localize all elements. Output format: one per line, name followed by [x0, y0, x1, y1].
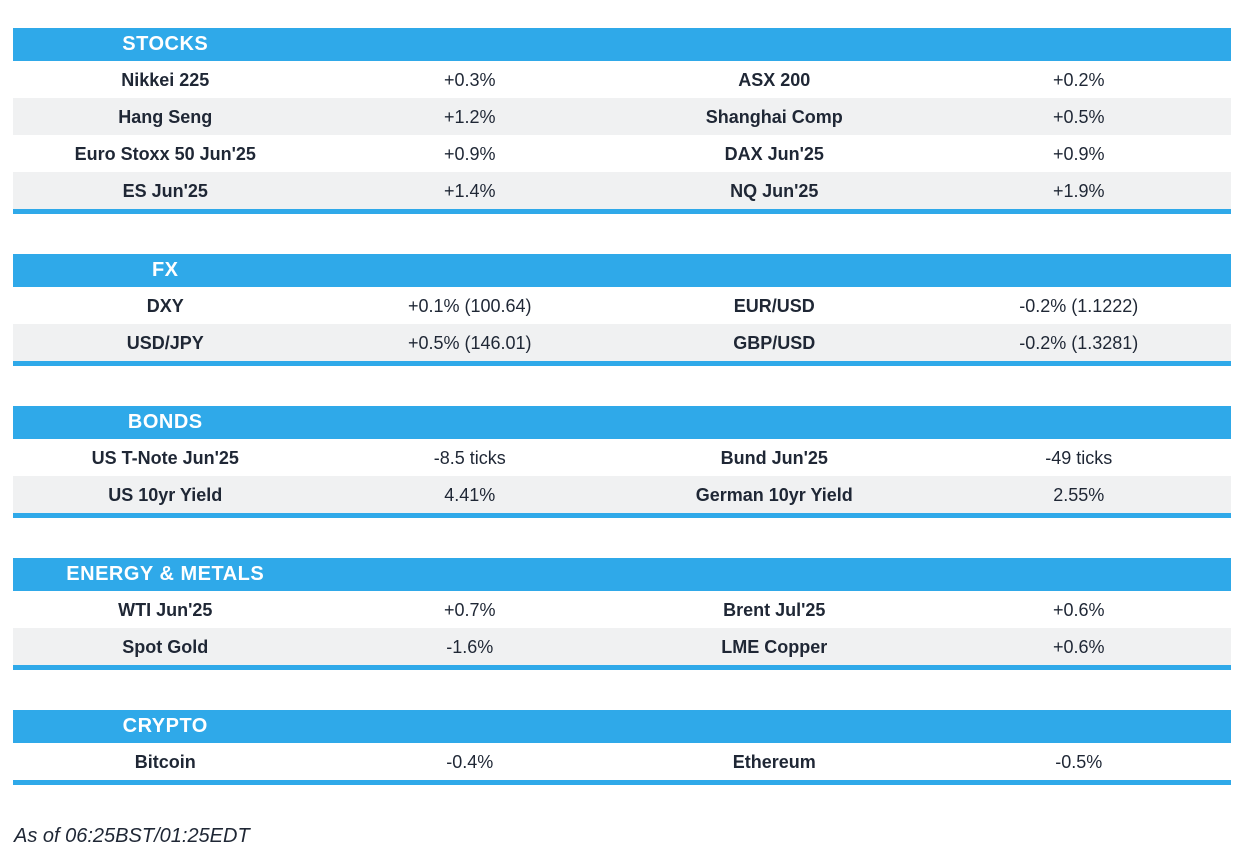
instrument-label: German 10yr Yield — [695, 484, 853, 505]
section-header-energy-metals: ENERGY & METALS — [13, 558, 1231, 591]
instrument-value: -0.4% — [446, 751, 494, 772]
section-energy-metals: ENERGY & METALS WTI Jun'25 +0.7% Brent J… — [13, 558, 1231, 670]
section-title: STOCKS — [122, 33, 209, 55]
instrument-label: ASX 200 — [738, 69, 811, 90]
table-row: DXY +0.1% (100.64) EUR/USD -0.2% (1.1222… — [13, 287, 1231, 324]
instrument-label: US T-Note Jun'25 — [91, 447, 239, 468]
instrument-label: USD/JPY — [126, 332, 204, 353]
section-title: FX — [151, 259, 179, 281]
table-row: US 10yr Yield 4.41% German 10yr Yield 2.… — [13, 476, 1231, 513]
instrument-label: Nikkei 225 — [121, 69, 210, 90]
table-row: US T-Note Jun'25 -8.5 ticks Bund Jun'25 … — [13, 439, 1231, 476]
table-row: Bitcoin -0.4% Ethereum -0.5% — [13, 743, 1231, 780]
instrument-label: LME Copper — [721, 636, 828, 657]
table-row: Hang Seng +1.2% Shanghai Comp +0.5% — [13, 98, 1231, 135]
instrument-value: +0.9% — [1052, 143, 1105, 164]
table-row: Nikkei 225 +0.3% ASX 200 +0.2% — [13, 61, 1231, 98]
instrument-label: DAX Jun'25 — [724, 143, 824, 164]
instrument-label: Bund Jun'25 — [720, 447, 828, 468]
instrument-value: -0.5% — [1055, 751, 1103, 772]
instrument-label: Hang Seng — [118, 106, 213, 127]
instrument-value: +0.5% — [1052, 106, 1105, 127]
section-crypto: CRYPTO Bitcoin -0.4% Ethereum -0.5% — [13, 710, 1231, 785]
instrument-value: +0.6% — [1052, 599, 1105, 620]
instrument-label: Bitcoin — [134, 751, 196, 772]
instrument-value: +1.4% — [443, 180, 496, 201]
instrument-label: Ethereum — [732, 751, 816, 772]
section-fx: FX DXY +0.1% (100.64) EUR/USD -0.2% (1.1… — [13, 254, 1231, 366]
instrument-value: +0.7% — [443, 599, 496, 620]
section-title: ENERGY & METALS — [66, 563, 265, 585]
instrument-value: +0.6% — [1052, 636, 1105, 657]
section-stocks: STOCKS Nikkei 225 +0.3% ASX 200 +0.2% Ha… — [13, 28, 1231, 214]
instrument-label: EUR/USD — [733, 295, 815, 316]
instrument-value: -0.2% (1.1222) — [1019, 295, 1139, 316]
section-header-fx: FX — [13, 254, 1231, 287]
instrument-value: 2.55% — [1053, 484, 1105, 505]
section-header-crypto: CRYPTO — [13, 710, 1231, 743]
instrument-value: -8.5 ticks — [433, 447, 506, 468]
instrument-label: GBP/USD — [733, 332, 816, 353]
section-header-stocks: STOCKS — [13, 28, 1231, 61]
instrument-label: Euro Stoxx 50 Jun'25 — [74, 143, 256, 164]
as-of-timestamp: As of 06:25BST/01:25EDT — [14, 825, 250, 847]
instrument-value: -0.2% (1.3281) — [1019, 332, 1139, 353]
instrument-label: Shanghai Comp — [705, 106, 843, 127]
instrument-value: +0.9% — [443, 143, 496, 164]
instrument-label: NQ Jun'25 — [730, 180, 819, 201]
instrument-value: +0.3% — [443, 69, 496, 90]
instrument-value: -1.6% — [446, 636, 494, 657]
instrument-value: +1.9% — [1052, 180, 1105, 201]
instrument-value: -49 ticks — [1045, 447, 1113, 468]
table-row: Euro Stoxx 50 Jun'25 +0.9% DAX Jun'25 +0… — [13, 135, 1231, 172]
instrument-value: +0.5% (146.01) — [407, 332, 532, 353]
table-row: Spot Gold -1.6% LME Copper +0.6% — [13, 628, 1231, 665]
instrument-label: ES Jun'25 — [122, 180, 208, 201]
section-title: BONDS — [127, 411, 203, 433]
table-row: WTI Jun'25 +0.7% Brent Jul'25 +0.6% — [13, 591, 1231, 628]
section-bonds: BONDS US T-Note Jun'25 -8.5 ticks Bund J… — [13, 406, 1231, 518]
instrument-label: Brent Jul'25 — [723, 599, 826, 620]
instrument-value: +1.2% — [443, 106, 496, 127]
section-header-bonds: BONDS — [13, 406, 1231, 439]
instrument-value: 4.41% — [444, 484, 496, 505]
instrument-value: +0.2% — [1052, 69, 1105, 90]
table-row: ES Jun'25 +1.4% NQ Jun'25 +1.9% — [13, 172, 1231, 209]
instrument-label: US 10yr Yield — [108, 484, 223, 505]
instrument-label: Spot Gold — [122, 636, 209, 657]
section-title: CRYPTO — [122, 715, 208, 737]
instrument-label: WTI Jun'25 — [118, 599, 213, 620]
table-row: USD/JPY +0.5% (146.01) GBP/USD -0.2% (1.… — [13, 324, 1231, 361]
instrument-label: DXY — [146, 295, 184, 316]
instrument-value: +0.1% (100.64) — [407, 295, 532, 316]
